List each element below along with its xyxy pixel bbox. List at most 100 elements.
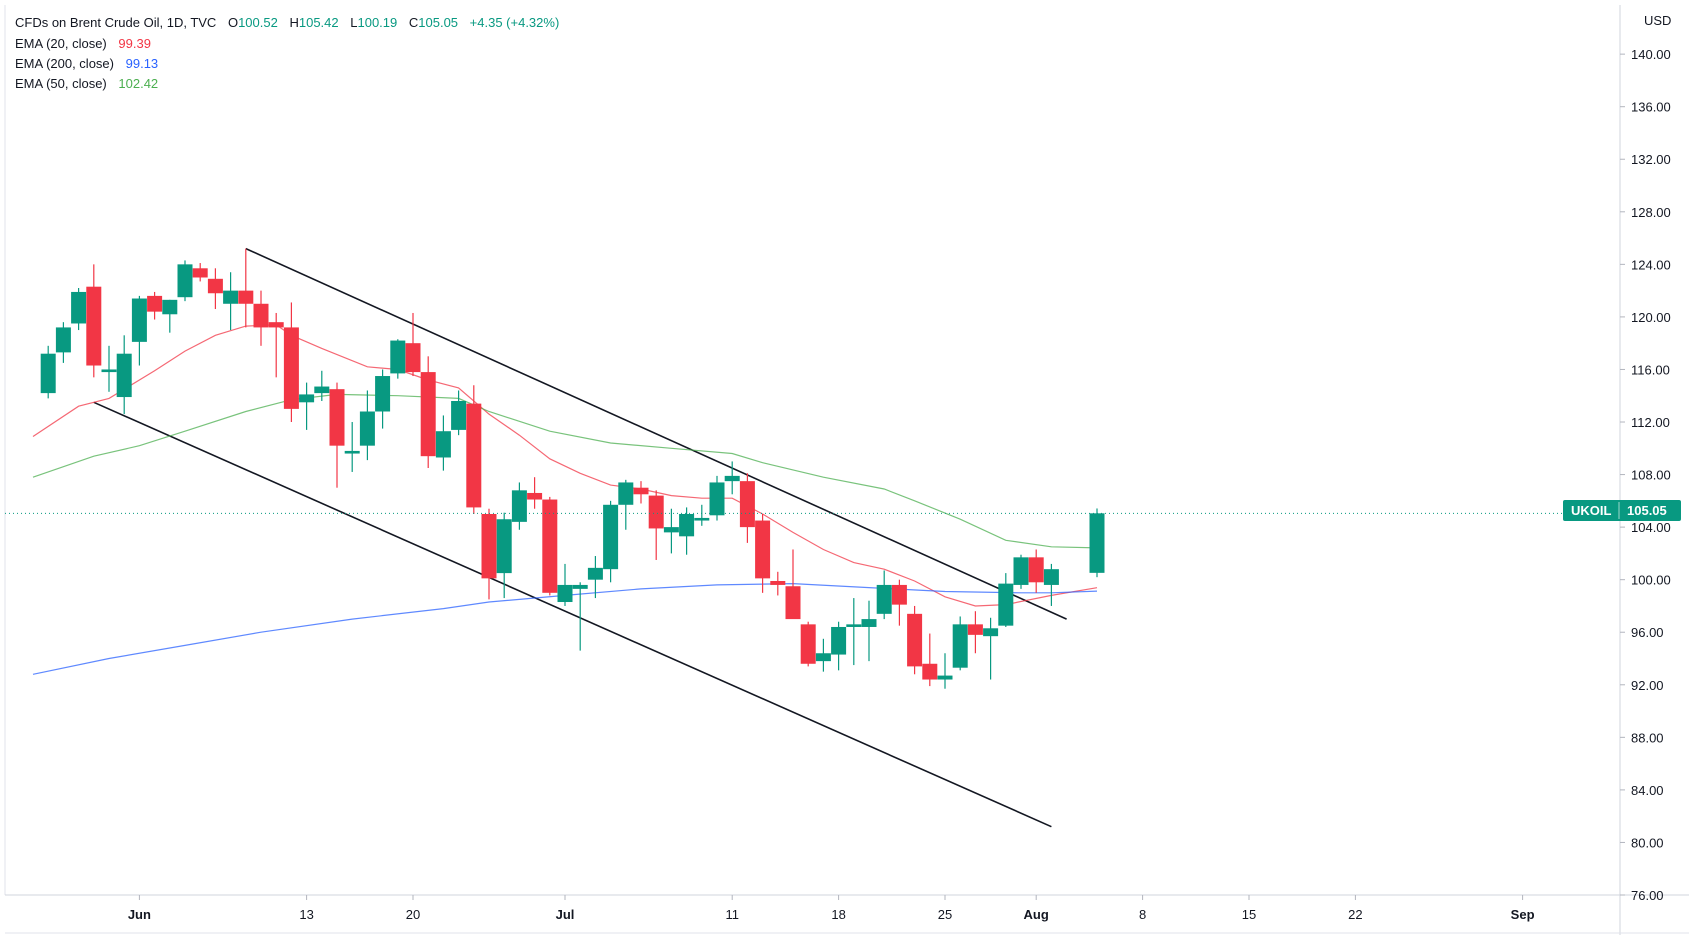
candle[interactable] bbox=[390, 339, 406, 379]
candle[interactable] bbox=[603, 500, 619, 583]
x-tick-label: 15 bbox=[1242, 907, 1256, 922]
candle[interactable] bbox=[785, 549, 801, 620]
candle[interactable] bbox=[131, 295, 147, 366]
candle[interactable] bbox=[451, 390, 467, 436]
candle[interactable] bbox=[101, 345, 117, 392]
legend-ema200[interactable]: EMA (200, close) 99.13 bbox=[15, 56, 158, 71]
candle[interactable] bbox=[162, 299, 178, 333]
candle[interactable] bbox=[739, 473, 755, 543]
candle[interactable] bbox=[1089, 508, 1105, 578]
candle-body bbox=[527, 492, 543, 500]
candle-body bbox=[359, 411, 375, 446]
ohlc-high-value: 105.42 bbox=[299, 15, 339, 30]
legend-ema50[interactable]: EMA (50, close) 102.42 bbox=[15, 76, 158, 91]
candle[interactable] bbox=[420, 356, 436, 468]
ema20-value: 99.39 bbox=[118, 36, 151, 51]
y-tick-label: 128.00 bbox=[1631, 205, 1671, 220]
channel-lower-line[interactable] bbox=[93, 401, 1052, 828]
currency-label: USD bbox=[1644, 13, 1671, 28]
candle[interactable] bbox=[724, 461, 740, 495]
candle[interactable] bbox=[633, 481, 649, 504]
candle[interactable] bbox=[435, 415, 451, 471]
candle[interactable] bbox=[663, 508, 679, 554]
candle[interactable] bbox=[800, 621, 816, 667]
candle[interactable] bbox=[299, 382, 315, 430]
candle-body bbox=[587, 567, 603, 580]
candle[interactable] bbox=[572, 582, 588, 651]
legend-ema20[interactable]: EMA (20, close) 99.39 bbox=[15, 36, 151, 51]
candle[interactable] bbox=[314, 370, 330, 401]
y-tick-label: 112.00 bbox=[1631, 415, 1670, 430]
candle[interactable] bbox=[952, 616, 968, 671]
time-axis[interactable]: Jun 13 20 Jul 11 18 25 Aug 8 15 22 Sep bbox=[128, 895, 1535, 922]
candle[interactable] bbox=[861, 600, 877, 662]
candle[interactable] bbox=[770, 571, 786, 596]
candle[interactable] bbox=[268, 312, 284, 378]
candle[interactable] bbox=[86, 264, 102, 378]
candle[interactable] bbox=[922, 633, 938, 687]
candle[interactable] bbox=[983, 617, 999, 680]
price-axis[interactable]: 76.00 80.00 84.00 88.00 92.00 96.00 100.00 104.… bbox=[1620, 47, 1671, 903]
candle[interactable] bbox=[815, 638, 831, 672]
candle[interactable] bbox=[147, 291, 163, 320]
candle[interactable] bbox=[891, 579, 907, 626]
y-tick-label: 76.00 bbox=[1631, 888, 1664, 903]
ema50-value: 102.42 bbox=[118, 76, 158, 91]
candle[interactable] bbox=[207, 268, 223, 310]
candle[interactable] bbox=[542, 496, 558, 596]
candle[interactable] bbox=[177, 260, 193, 302]
candle[interactable] bbox=[223, 272, 239, 331]
candle[interactable] bbox=[466, 385, 482, 514]
candle[interactable] bbox=[238, 248, 254, 328]
candle[interactable] bbox=[648, 490, 664, 560]
candle[interactable] bbox=[329, 382, 345, 488]
candle[interactable] bbox=[253, 290, 269, 346]
y-tick-label: 100.00 bbox=[1631, 573, 1671, 588]
candle[interactable] bbox=[846, 598, 862, 666]
candle[interactable] bbox=[1013, 554, 1029, 589]
candle-body bbox=[998, 583, 1014, 626]
candle[interactable] bbox=[755, 513, 771, 593]
candle[interactable] bbox=[998, 573, 1014, 627]
candle[interactable] bbox=[40, 345, 56, 399]
candle-body bbox=[1013, 557, 1029, 585]
candle[interactable] bbox=[375, 369, 391, 429]
candle[interactable] bbox=[481, 508, 497, 600]
candle[interactable] bbox=[527, 477, 543, 509]
candle[interactable] bbox=[192, 263, 208, 282]
candle[interactable] bbox=[587, 556, 603, 599]
ema200-line[interactable] bbox=[32, 582, 1098, 675]
candle[interactable] bbox=[1043, 563, 1059, 606]
candle[interactable] bbox=[694, 504, 710, 526]
candle[interactable] bbox=[405, 312, 421, 377]
candle[interactable] bbox=[679, 507, 695, 555]
candle[interactable] bbox=[557, 563, 573, 606]
candle-body bbox=[101, 369, 117, 373]
candle[interactable] bbox=[71, 288, 87, 331]
candle[interactable] bbox=[907, 605, 923, 675]
y-tick-label: 124.00 bbox=[1631, 257, 1671, 272]
ema50-line[interactable] bbox=[32, 393, 1098, 549]
candle-body bbox=[922, 663, 938, 680]
candle-body bbox=[390, 340, 406, 374]
candle[interactable] bbox=[876, 570, 892, 620]
candle[interactable] bbox=[831, 621, 847, 671]
candle[interactable] bbox=[496, 512, 512, 599]
legend-title-line[interactable]: CFDs on Brent Crude Oil, 1D, TVC O100.52… bbox=[15, 15, 559, 30]
candle[interactable] bbox=[344, 422, 360, 472]
candle[interactable] bbox=[967, 611, 983, 654]
candle[interactable] bbox=[55, 322, 71, 363]
candle[interactable] bbox=[1028, 549, 1044, 593]
candle[interactable] bbox=[283, 302, 299, 423]
candle[interactable] bbox=[937, 653, 953, 689]
candle[interactable] bbox=[359, 390, 375, 461]
ema20-line[interactable] bbox=[32, 324, 1098, 607]
channel-upper-line[interactable] bbox=[245, 247, 1067, 620]
candle[interactable] bbox=[116, 335, 132, 415]
candle[interactable] bbox=[511, 482, 527, 530]
candle[interactable] bbox=[618, 479, 634, 530]
candle[interactable] bbox=[709, 475, 725, 521]
